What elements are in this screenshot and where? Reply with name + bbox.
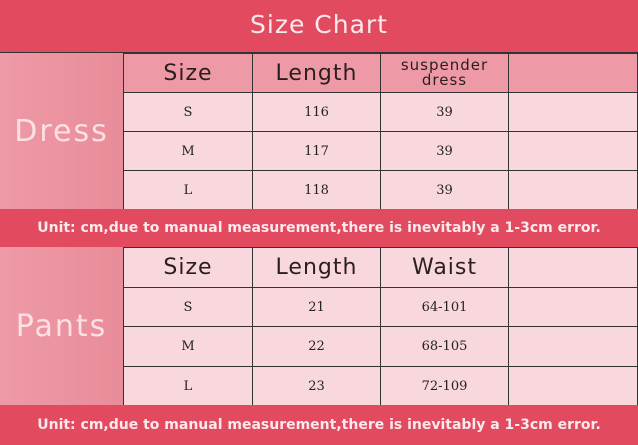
cell: 117 xyxy=(252,131,381,171)
unit-note-bottom: Unit: cm,due to manual measurement,there… xyxy=(0,405,638,445)
cell: M xyxy=(123,326,253,367)
header-empty xyxy=(508,247,638,288)
cell: 68-105 xyxy=(380,326,509,367)
cell xyxy=(508,326,638,367)
cell: 22 xyxy=(252,326,381,367)
header-length: Length xyxy=(252,53,381,93)
table-row: L 23 72-109 xyxy=(123,366,638,406)
table-row: M 117 39 xyxy=(123,131,638,171)
cell xyxy=(508,131,638,171)
header-waist: Waist xyxy=(380,247,509,288)
cell: 116 xyxy=(252,92,381,132)
header-length: Length xyxy=(252,247,381,288)
header-empty xyxy=(508,53,638,93)
cell xyxy=(508,170,638,210)
table-row: L 118 39 xyxy=(123,170,638,210)
table-row: S 116 39 xyxy=(123,92,638,132)
cell: S xyxy=(123,92,253,132)
cell: 64-101 xyxy=(380,287,509,327)
cell: 39 xyxy=(380,131,509,171)
cell xyxy=(508,287,638,327)
cell: 39 xyxy=(380,92,509,132)
header-size: Size xyxy=(123,247,253,288)
dress-table: Size Length suspender dress S 116 39 M 117 3… xyxy=(123,53,638,210)
cell: M xyxy=(123,131,253,171)
unit-note: Unit: cm,due to manual measurement,there… xyxy=(0,209,638,247)
cell: 23 xyxy=(252,366,381,406)
pants-section: Pants Size Length Waist S 21 64-101 M 22 68-… xyxy=(0,247,638,406)
dress-section: Dress Size Length suspender dress S 116 39… xyxy=(0,53,638,210)
cell: L xyxy=(123,366,253,406)
cell xyxy=(508,92,638,132)
cell: S xyxy=(123,287,253,327)
cell: L xyxy=(123,170,253,210)
cell: 39 xyxy=(380,170,509,210)
cell: 118 xyxy=(252,170,381,210)
cell xyxy=(508,366,638,406)
cell: 72-109 xyxy=(380,366,509,406)
chart-title: Size Chart xyxy=(0,0,638,53)
dress-label: Dress xyxy=(0,53,123,209)
table-row: M 22 68-105 xyxy=(123,326,638,367)
table-header-row: Size Length suspender dress xyxy=(123,53,638,93)
table-header-row: Size Length Waist xyxy=(123,247,638,288)
pants-label: Pants xyxy=(0,247,123,405)
header-suspender-dress: suspender dress xyxy=(380,53,509,93)
header-size: Size xyxy=(123,53,253,93)
cell: 21 xyxy=(252,287,381,327)
table-row: S 21 64-101 xyxy=(123,287,638,327)
